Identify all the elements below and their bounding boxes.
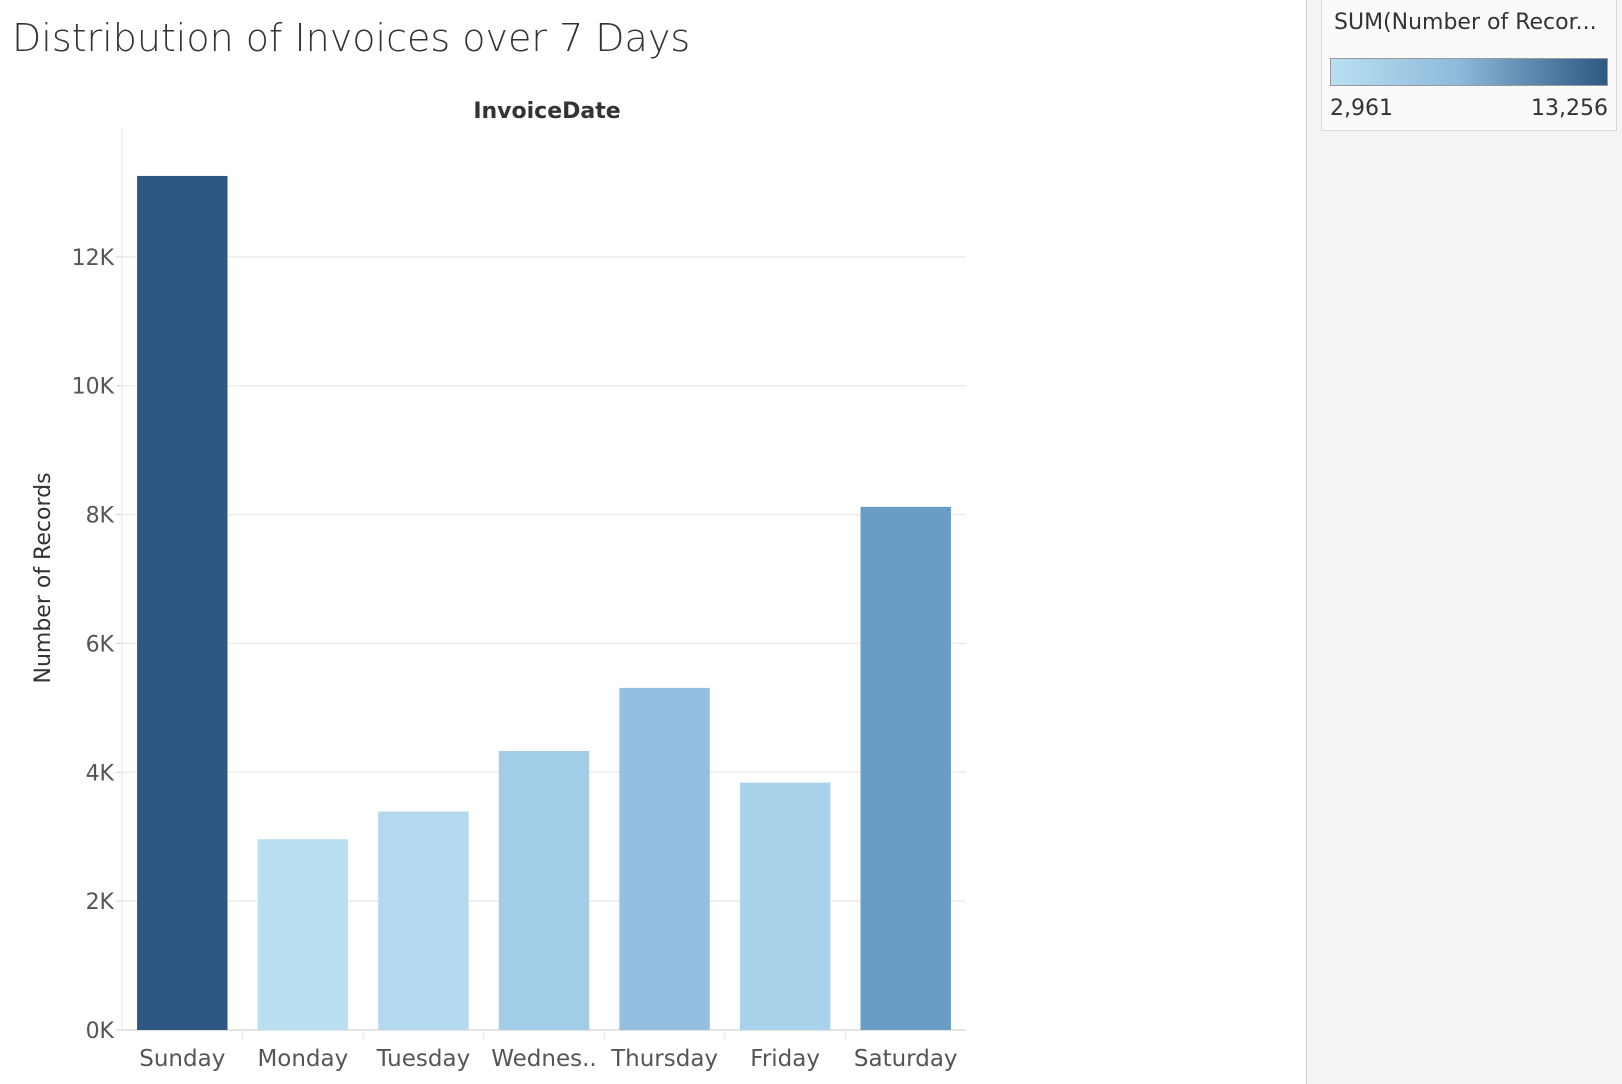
- legend-max-label: 13,256: [1531, 96, 1608, 121]
- x-tick-label: Monday: [257, 1046, 348, 1072]
- x-axis-ticks: Sunday Monday Tuesday Wednes.. Thursday Frida…: [139, 1030, 958, 1072]
- x-tick-label: Friday: [750, 1046, 820, 1072]
- bar-tuesday[interactable]: [378, 811, 469, 1030]
- bar-sunday[interactable]: [137, 175, 228, 1030]
- y-tick-label: 10K: [72, 375, 115, 400]
- y-axis-ticks: 0K 2K 4K 6K 8K 10K 12K: [72, 128, 123, 1044]
- bar-friday[interactable]: [739, 782, 831, 1030]
- x-tick-label: Sunday: [139, 1046, 225, 1072]
- bar-saturday[interactable]: [860, 506, 951, 1031]
- color-legend[interactable]: SUM(Number of Recor... 2,961 13,256: [1321, 0, 1617, 131]
- page-title: Distribution of Invoices over 7 Days: [12, 16, 691, 60]
- x-tick-label: Saturday: [854, 1046, 958, 1072]
- y-tick-label: 12K: [72, 246, 115, 271]
- y-axis-title: Number of Records: [31, 472, 56, 683]
- bars[interactable]: [137, 175, 951, 1031]
- x-tick-label: Thursday: [610, 1046, 718, 1072]
- x-tick-label: Tuesday: [376, 1046, 471, 1072]
- y-tick-label: 6K: [86, 632, 115, 657]
- bar-thursday[interactable]: [619, 687, 710, 1030]
- bar-chart: InvoiceDate Number of Records 0K 2K 4K 6K 8K…: [31, 99, 966, 1072]
- x-axis-title: InvoiceDate: [473, 99, 620, 124]
- legend-title: SUM(Number of Recor...: [1334, 10, 1597, 35]
- bar-monday[interactable]: [257, 839, 349, 1030]
- legend-panel: SUM(Number of Recor... 2,961 13,256: [1306, 0, 1622, 1084]
- bar-wednes[interactable]: [498, 751, 590, 1030]
- legend-color-ramp: [1330, 58, 1608, 86]
- y-tick-label: 8K: [86, 504, 115, 529]
- y-tick-label: 0K: [86, 1019, 115, 1044]
- legend-min-label: 2,961: [1330, 96, 1393, 121]
- y-tick-label: 4K: [86, 761, 115, 786]
- x-tick-label: Wednes..: [491, 1046, 596, 1072]
- y-tick-label: 2K: [86, 890, 115, 915]
